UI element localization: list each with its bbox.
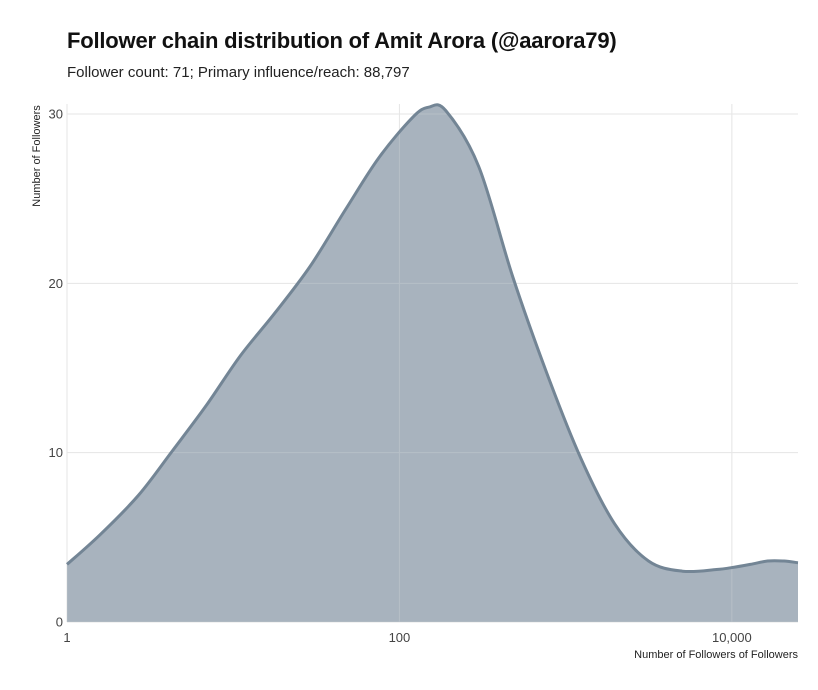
x-tick-label: 100 <box>389 630 411 645</box>
density-area <box>67 104 798 622</box>
y-tick-label: 0 <box>56 615 63 630</box>
axis-ticks: 0 10 20 30 1 100 10,000 <box>49 107 752 646</box>
y-tick-label: 10 <box>49 445 63 460</box>
chart-subtitle: Follower count: 71; Primary influence/re… <box>67 64 410 81</box>
density-line <box>65 103 799 574</box>
chart-title: Follower chain distribution of Amit Aror… <box>67 28 617 53</box>
x-axis-label: Number of Followers of Followers <box>634 649 798 661</box>
y-tick-label: 30 <box>49 107 63 122</box>
x-tick-label: 1 <box>63 630 70 645</box>
y-axis-label: Number of Followers <box>31 105 43 207</box>
x-tick-label: 10,000 <box>712 630 752 645</box>
y-tick-label: 20 <box>49 276 63 291</box>
grid-overlay <box>66 104 798 623</box>
